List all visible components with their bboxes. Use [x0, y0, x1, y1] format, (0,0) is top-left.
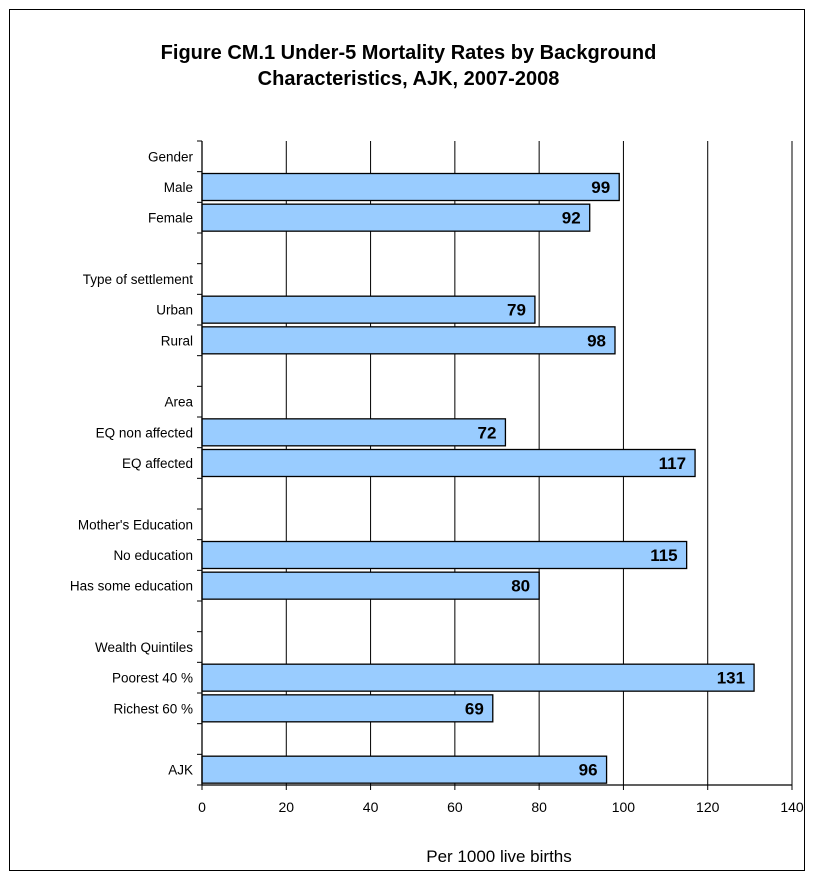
category-label-9: EQ non affected — [96, 425, 193, 440]
bar-13 — [201, 540, 688, 570]
category-label-0: Gender — [148, 149, 194, 164]
data-label-17: 131 — [717, 669, 745, 688]
data-label-14: 80 — [511, 577, 530, 596]
category-label-14: Has some education — [70, 579, 193, 594]
bar-6 — [201, 326, 616, 355]
x-tick-label-0: 0 — [198, 799, 206, 815]
category-label-6: Rural — [161, 333, 193, 348]
data-label-2: 92 — [562, 209, 581, 228]
data-label-5: 79 — [507, 301, 526, 320]
category-label-1: Male — [164, 180, 193, 195]
bar-10 — [201, 448, 696, 478]
category-label-20: AJK — [168, 763, 193, 778]
category-label-8: Area — [164, 395, 193, 410]
x-tick-label-4: 80 — [531, 799, 547, 815]
x-tick-label-6: 120 — [696, 799, 720, 815]
x-axis-title: Per 1000 live births — [426, 847, 572, 866]
labels: 0 20 40 60 80 100 120 140 Gender Male 99 Female 92 Ty… — [70, 149, 804, 815]
category-label-16: Wealth Quintiles — [95, 640, 193, 655]
category-label-17: Poorest 40 % — [112, 671, 193, 686]
chart-frame — [9, 9, 805, 871]
bar-9 — [201, 418, 507, 447]
bar-5 — [201, 295, 536, 324]
data-label-13: 115 — [650, 546, 677, 565]
bar-20 — [201, 755, 608, 784]
x-tick-label-2: 40 — [363, 799, 379, 815]
data-label-10: 117 — [659, 454, 686, 473]
x-tick-label-3: 60 — [447, 799, 463, 815]
category-label-5: Urban — [156, 303, 193, 318]
data-label-20: 96 — [579, 761, 598, 780]
bar-2 — [201, 203, 591, 232]
category-label-18: Richest 60 % — [113, 701, 193, 716]
bar-18 — [201, 694, 494, 723]
data-label-1: 99 — [591, 178, 610, 197]
category-label-2: Female — [148, 211, 193, 226]
category-label-13: No education — [113, 548, 193, 563]
category-label-10: EQ affected — [122, 456, 193, 471]
bar-17 — [201, 663, 755, 692]
chart-title: Figure CM.1 Under-5 Mortality Rates by B… — [160, 42, 657, 90]
x-tick-label-7: 140 — [780, 799, 804, 815]
bar-14 — [201, 571, 540, 600]
bar-1 — [201, 172, 620, 202]
x-tick-label-5: 100 — [612, 799, 636, 815]
data-label-18: 69 — [465, 699, 484, 718]
category-label-4: Type of settlement — [83, 272, 194, 287]
axes — [197, 140, 793, 790]
x-tick-label-1: 20 — [278, 799, 294, 815]
data-label-6: 98 — [587, 331, 606, 350]
bars — [201, 172, 755, 784]
category-label-12: Mother's Education — [78, 517, 193, 532]
data-label-9: 72 — [478, 423, 497, 442]
